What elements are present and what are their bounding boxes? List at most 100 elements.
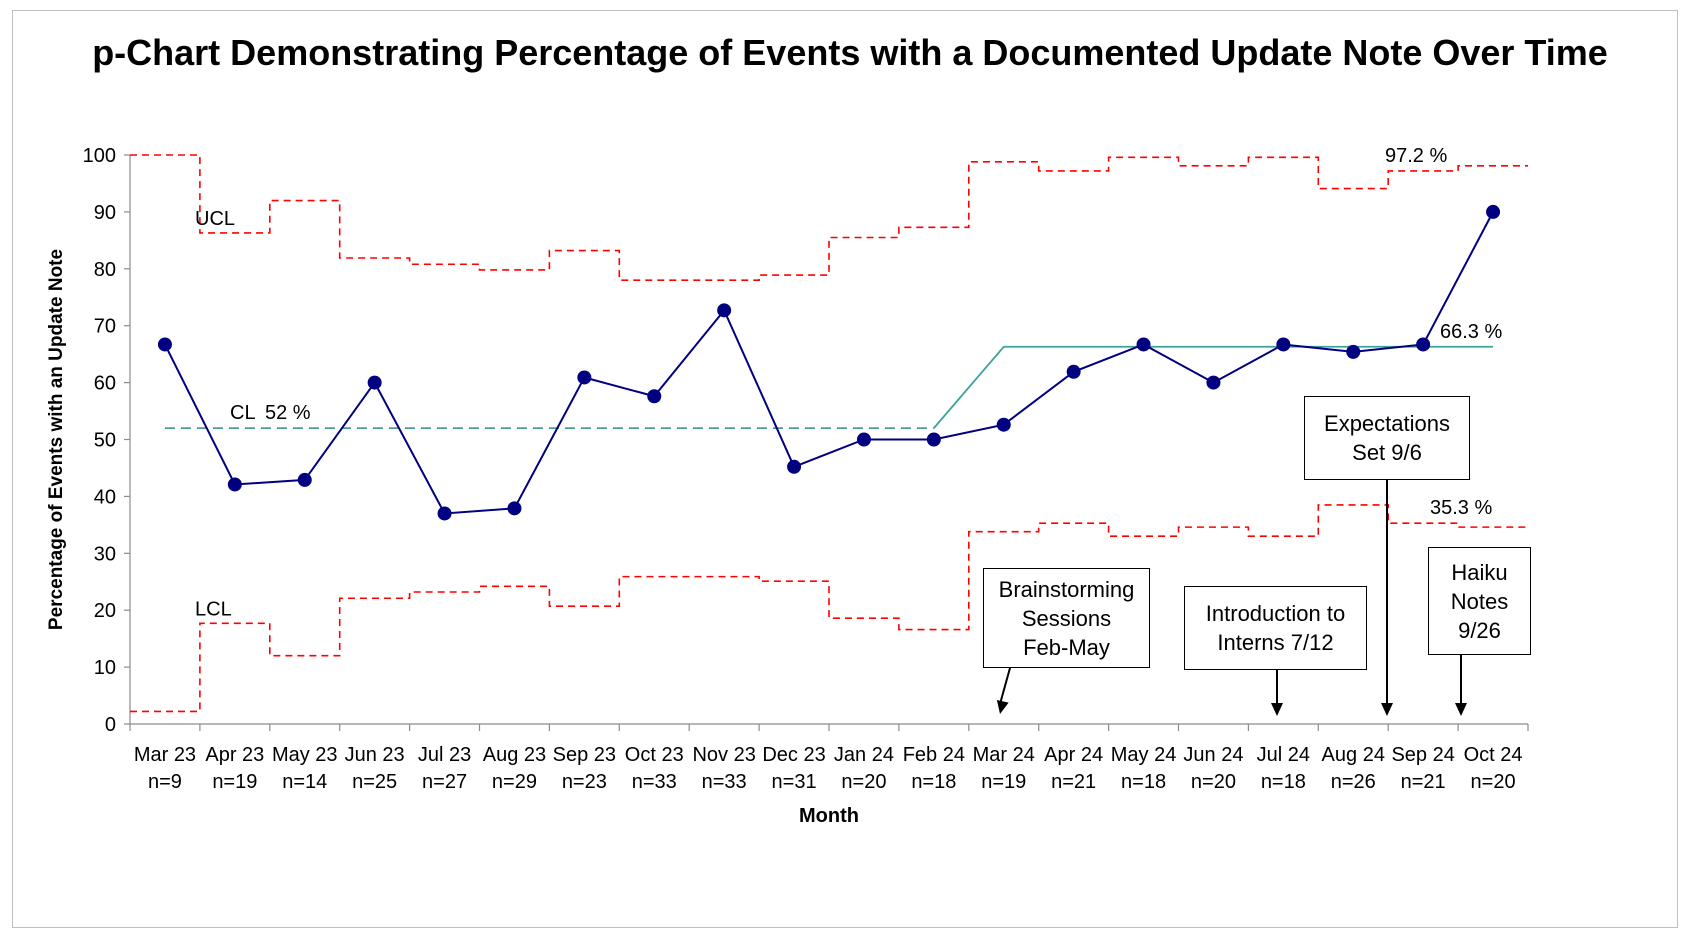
- x-tick-label: May 23: [272, 744, 338, 766]
- ucl-label: UCL: [195, 208, 235, 230]
- x-tick-label: Oct 23: [625, 744, 684, 766]
- y-tick-label: 40: [94, 486, 116, 508]
- x-tick-label: Oct 24: [1464, 744, 1523, 766]
- x-tick-label: Dec 23: [762, 744, 825, 766]
- data-point: [926, 432, 941, 447]
- y-tick-label: 100: [83, 145, 116, 167]
- x-axis-title: Month: [799, 805, 859, 827]
- new-cl-value-label: 66.3 %: [1440, 321, 1502, 343]
- x-tick-label: Aug 23: [483, 744, 546, 766]
- x-sample-size-label: n=29: [492, 771, 537, 793]
- lcl-label: LCL: [195, 598, 232, 620]
- x-tick-label: Jul 23: [418, 744, 471, 766]
- y-tick-label: 90: [94, 202, 116, 224]
- data-point: [787, 459, 802, 474]
- x-sample-size-label: n=20: [841, 771, 886, 793]
- x-sample-size-label: n=18: [911, 771, 956, 793]
- annotation-line: Notes: [1450, 588, 1509, 614]
- x-sample-size-label: n=19: [212, 771, 257, 793]
- x-sample-size-label: n=20: [1471, 771, 1516, 793]
- x-sample-size-label: n=25: [352, 771, 397, 793]
- lcl-step-line: [130, 504, 1528, 713]
- y-tick-label: 60: [94, 373, 116, 395]
- x-sample-size-label: n=27: [422, 771, 467, 793]
- x-sample-size-label: n=14: [282, 771, 327, 793]
- x-tick-label: Nov 23: [692, 744, 755, 766]
- x-sample-size-label: n=18: [1261, 771, 1306, 793]
- x-tick-label: Aug 24: [1322, 744, 1385, 766]
- annotation-line: Sessions: [1021, 605, 1112, 631]
- new-lcl-value-label: 35.3 %: [1430, 497, 1492, 519]
- data-point: [157, 337, 172, 352]
- center-line-shifted: [933, 345, 1494, 429]
- y-tick-label: 30: [94, 543, 116, 565]
- x-sample-size-label: n=26: [1331, 771, 1376, 793]
- y-tick-label: 20: [94, 600, 116, 622]
- chart-frame: [12, 10, 1678, 928]
- x-sample-size-label: n=9: [148, 771, 182, 793]
- x-tick-label: Jan 24: [834, 744, 894, 766]
- data-point: [1486, 204, 1501, 219]
- annotation-text: Brainstorming Sessions Feb-May: [999, 575, 1135, 662]
- annotation-line: Set 9/6: [1352, 440, 1422, 465]
- x-sample-size-label: n=19: [981, 771, 1026, 793]
- data-point: [1136, 337, 1151, 352]
- annotation-line: Introduction to: [1205, 601, 1346, 626]
- x-sample-size-label: n=18: [1121, 771, 1166, 793]
- data-point: [507, 501, 522, 516]
- x-sample-size-label: n=21: [1051, 771, 1096, 793]
- y-tick-label: 0: [105, 714, 116, 736]
- x-sample-size-label: n=21: [1401, 771, 1446, 793]
- x-tick-label: Jun 24: [1183, 744, 1243, 766]
- x-tick-label: May 24: [1111, 744, 1177, 766]
- new-ucl-value-label: 97.2 %: [1385, 145, 1447, 167]
- data-point: [1276, 337, 1291, 352]
- annotation-line: Brainstorming: [998, 576, 1135, 602]
- data-point: [717, 303, 732, 318]
- x-tick-label: Apr 23: [205, 744, 264, 766]
- y-axis-title: Percentage of Events with an Update Note: [46, 249, 67, 630]
- annotation-line: Expectations: [1324, 411, 1450, 436]
- data-point: [297, 472, 312, 487]
- cl-value-label: 52 %: [265, 402, 311, 424]
- y-tick-label: 10: [94, 657, 116, 679]
- data-point: [577, 370, 592, 385]
- data-point: [996, 417, 1011, 432]
- cl-label: CL: [230, 402, 256, 424]
- annotation-arrowhead: [1455, 703, 1467, 716]
- data-point: [1206, 375, 1221, 390]
- annotation-line: Feb-May: [1023, 634, 1110, 660]
- annotation-line: Haiku: [1451, 559, 1508, 585]
- x-tick-label: Mar 24: [973, 744, 1035, 766]
- x-tick-label: Feb 24: [903, 744, 965, 766]
- chart-title: p-Chart Demonstrating Percentage of Even…: [92, 32, 1608, 73]
- x-sample-size-label: n=33: [632, 771, 677, 793]
- annotation-arrowhead: [1271, 703, 1283, 716]
- annotation-text: Expectations Set 9/6: [1324, 409, 1450, 467]
- x-sample-size-label: n=20: [1191, 771, 1236, 793]
- annotation-text: Haiku Notes 9/26: [1451, 558, 1508, 645]
- annotation-arrow: [999, 667, 1011, 705]
- annotation-box: Introduction to Interns 7/12: [1184, 586, 1367, 670]
- x-tick-label: Mar 23: [134, 744, 196, 766]
- annotation-arrowhead: [1381, 703, 1393, 716]
- y-tick-label: 80: [94, 259, 116, 281]
- x-sample-size-label: n=23: [562, 771, 607, 793]
- data-point: [1346, 344, 1361, 359]
- annotation-line: 9/26: [1458, 617, 1501, 643]
- ucl-step-line: [130, 154, 1528, 281]
- annotation-text: Introduction to Interns 7/12: [1206, 599, 1345, 657]
- data-point: [367, 375, 382, 390]
- x-tick-label: Sep 23: [553, 744, 616, 766]
- series-line: [164, 211, 1494, 515]
- annotation-arrowhead: [996, 700, 1009, 714]
- x-tick-label: Jun 23: [345, 744, 405, 766]
- data-point: [1416, 337, 1431, 352]
- data-point: [227, 477, 242, 492]
- data-point: [856, 432, 871, 447]
- annotation-box: Haiku Notes 9/26: [1428, 547, 1531, 655]
- x-sample-size-label: n=31: [772, 771, 817, 793]
- annotation-line: Interns 7/12: [1217, 630, 1334, 655]
- x-tick-label: Sep 24: [1391, 744, 1454, 766]
